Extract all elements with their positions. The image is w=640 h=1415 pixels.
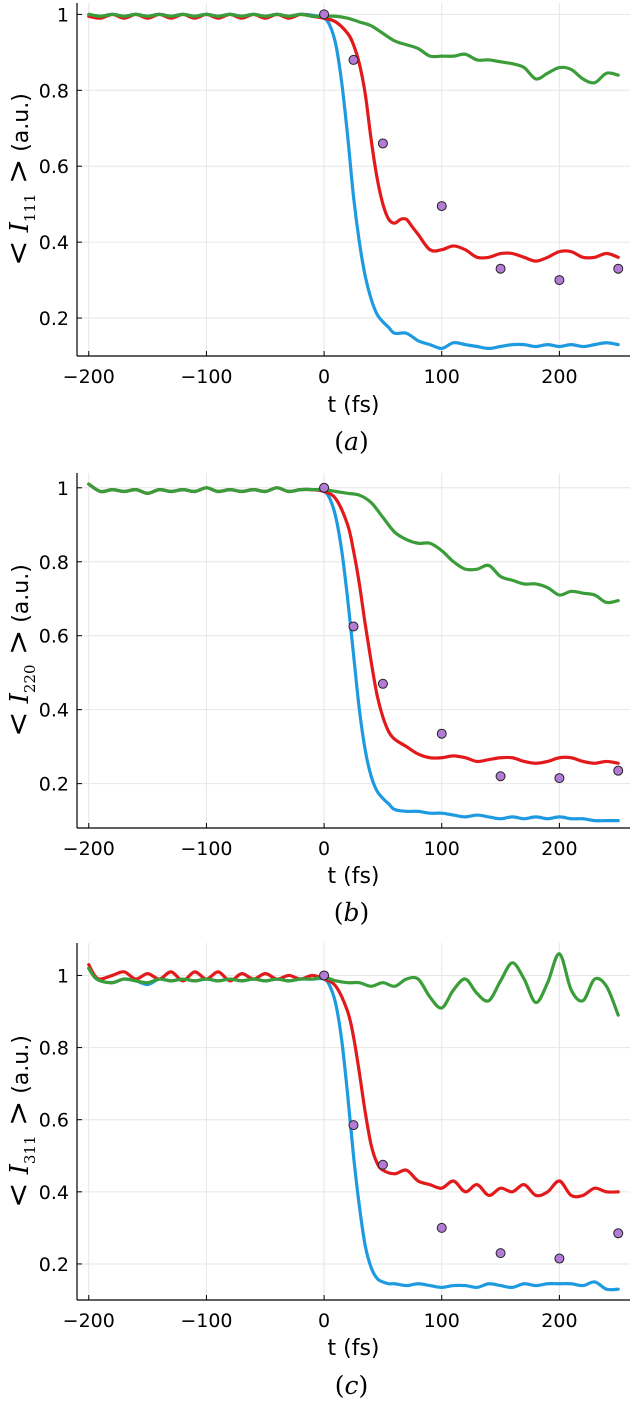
data-point bbox=[554, 275, 565, 286]
data-point bbox=[613, 1228, 624, 1239]
y-tick-label: 0.2 bbox=[39, 308, 69, 330]
y-tick-label: 0.8 bbox=[39, 1038, 69, 1060]
data-point bbox=[377, 1159, 388, 1170]
y-axis-label: < I220 > (a.u.) bbox=[1, 564, 39, 737]
y-label-open-bracket: < bbox=[1, 241, 36, 266]
data-point bbox=[436, 728, 447, 739]
y-tick-label: 0.6 bbox=[39, 1110, 69, 1132]
y-label-symbol: I bbox=[5, 692, 35, 711]
series-line-green bbox=[87, 952, 620, 1017]
x-tick-label: 100 bbox=[424, 838, 460, 860]
y-tick-label: 0.8 bbox=[39, 80, 69, 102]
y-label-subscript: 220 bbox=[21, 664, 39, 693]
y-tick-label: 0.4 bbox=[39, 700, 69, 722]
x-tick-label: 200 bbox=[541, 366, 577, 388]
y-tick-label: 0.4 bbox=[39, 1182, 69, 1204]
y-label-close-bracket: > bbox=[1, 630, 36, 665]
y-tick-label: 1 bbox=[57, 965, 69, 987]
y-label-close-bracket: > bbox=[1, 1101, 36, 1136]
x-tick-label: −100 bbox=[180, 366, 232, 388]
panel-a: −200 −100 0 100 200 0.2 0.4 0.6 0.8 1 t (fs) < I111… bbox=[1, 3, 630, 456]
data-point bbox=[348, 1120, 359, 1131]
data-point bbox=[495, 1248, 506, 1259]
x-tick-label: −100 bbox=[180, 1310, 232, 1332]
data-point bbox=[377, 138, 388, 149]
panel-caption-letter: a bbox=[344, 427, 359, 456]
data-point bbox=[495, 771, 506, 782]
x-tick-label: 100 bbox=[424, 1310, 460, 1332]
data-point bbox=[613, 765, 624, 776]
data-point bbox=[348, 621, 359, 632]
y-tick-label: 0.2 bbox=[39, 774, 69, 796]
panel-caption: (c) bbox=[335, 1371, 369, 1400]
y-tick-label: 0.8 bbox=[39, 552, 69, 574]
y-tick-label: 0.4 bbox=[39, 232, 69, 254]
data-point bbox=[348, 54, 359, 65]
series-line-blue bbox=[87, 482, 620, 823]
data-point bbox=[377, 678, 388, 689]
x-tick-label: −200 bbox=[63, 838, 115, 860]
x-axis-label: t (fs) bbox=[328, 864, 380, 889]
series-line-green bbox=[87, 12, 620, 85]
y-label-symbol: I bbox=[5, 1163, 35, 1182]
y-label-unit: (a.u.) bbox=[9, 1035, 34, 1101]
data-point bbox=[495, 263, 506, 274]
y-tick-label: 0.6 bbox=[39, 626, 69, 648]
y-tick-label: 0.2 bbox=[39, 1254, 69, 1276]
y-axis-label: < I111 > (a.u.) bbox=[1, 93, 39, 266]
y-label-close-bracket: > bbox=[1, 159, 36, 194]
panel-caption: (b) bbox=[334, 898, 370, 927]
y-label-symbol: I bbox=[5, 221, 35, 240]
x-tick-label: 100 bbox=[424, 366, 460, 388]
panel-b: −200 −100 0 100 200 0.2 0.4 0.6 0.8 1 t (fs) < I220… bbox=[1, 473, 630, 927]
panel-caption: (a) bbox=[334, 427, 368, 456]
data-point bbox=[554, 1253, 565, 1264]
y-axis-label: < I311 > (a.u.) bbox=[1, 1035, 39, 1208]
series-line-green bbox=[87, 482, 620, 605]
y-label-subscript: 311 bbox=[21, 1135, 39, 1164]
data-point bbox=[319, 482, 330, 493]
x-axis-label: t (fs) bbox=[328, 1336, 380, 1361]
y-label-unit: (a.u.) bbox=[9, 564, 34, 630]
y-tick-label: 1 bbox=[57, 478, 69, 500]
y-label-subscript: 111 bbox=[21, 193, 39, 222]
x-tick-label: −200 bbox=[63, 1310, 115, 1332]
panel-caption-letter: c bbox=[344, 1371, 358, 1400]
y-tick-label: 0.6 bbox=[39, 156, 69, 178]
x-tick-label: 200 bbox=[541, 1310, 577, 1332]
data-point bbox=[554, 773, 565, 784]
data-point bbox=[613, 263, 624, 274]
panel-caption-letter: b bbox=[343, 898, 359, 927]
x-tick-label: 0 bbox=[318, 1310, 330, 1332]
data-point bbox=[319, 970, 330, 981]
x-tick-label: −200 bbox=[63, 366, 115, 388]
y-tick-label: 1 bbox=[57, 4, 69, 26]
data-point bbox=[319, 9, 330, 20]
y-label-unit: (a.u.) bbox=[9, 93, 34, 159]
x-tick-label: 0 bbox=[318, 838, 330, 860]
y-label-open-bracket: < bbox=[1, 712, 36, 737]
x-axis-label: t (fs) bbox=[328, 393, 380, 418]
data-point bbox=[436, 1222, 447, 1233]
y-label-open-bracket: < bbox=[1, 1183, 36, 1208]
x-tick-label: 0 bbox=[318, 366, 330, 388]
x-tick-label: 200 bbox=[541, 838, 577, 860]
data-point bbox=[436, 201, 447, 212]
panel-c: −200 −100 0 100 200 0.2 0.4 0.6 0.8 1 t (fs) < I311… bbox=[1, 943, 630, 1400]
x-tick-label: −100 bbox=[180, 838, 232, 860]
series-line-red bbox=[87, 963, 620, 1199]
series-line-red bbox=[87, 12, 620, 263]
